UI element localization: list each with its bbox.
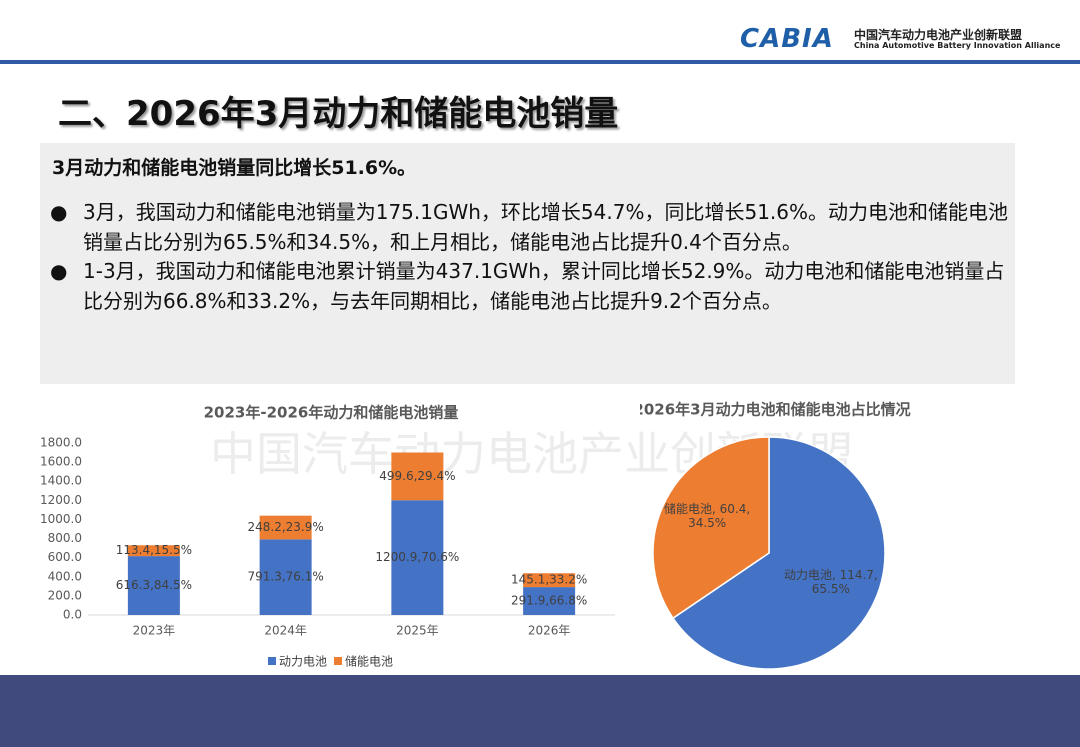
slide-title: 二、2026年3月动力和储能电池销量 bbox=[58, 94, 619, 134]
value-label: 145.1,33.2% bbox=[511, 573, 587, 587]
bar-segment bbox=[127, 556, 180, 615]
bullet-text: 1-3月，我国动力和储能电池累计销量为437.1GWh，累计同比增长52.9%。… bbox=[83, 259, 1005, 313]
chart-title: 2026年3月动力电池和储能电池占比情况 bbox=[640, 401, 911, 419]
value-label: 499.6,29.4% bbox=[379, 469, 455, 483]
bar-segment bbox=[523, 573, 576, 588]
y-tick-label: 200.0 bbox=[48, 588, 82, 602]
bar-segment bbox=[391, 500, 444, 615]
bar-segment bbox=[259, 539, 312, 615]
y-tick-label: 1400.0 bbox=[40, 474, 82, 488]
value-label: 248.2,23.9% bbox=[247, 520, 323, 534]
bullet-list: ● 3月，我国动力和储能电池销量为175.1GWh，环比增长54.7%，同比增长5… bbox=[50, 198, 1010, 316]
value-label: 616.3,84.5% bbox=[116, 578, 192, 592]
bar-segment bbox=[391, 452, 444, 501]
bullet: ● 3月，我国动力和储能电池销量为175.1GWh，环比增长54.7%，同比增长5… bbox=[50, 198, 1010, 257]
value-label: 动力电池, 114.7, 65.5% bbox=[783, 567, 878, 596]
y-tick-label: 1200.0 bbox=[40, 493, 82, 507]
x-tick-label: 2023年 bbox=[133, 624, 176, 638]
bullet-text: 3月，我国动力和储能电池销量为175.1GWh，环比增长54.7%，同比增长51… bbox=[83, 200, 1008, 254]
value-label: 791.3,76.1% bbox=[247, 570, 323, 584]
y-tick-label: 400.0 bbox=[48, 569, 82, 583]
bar-segment bbox=[523, 587, 576, 615]
legend-swatch bbox=[334, 657, 343, 665]
y-tick-label: 1000.0 bbox=[40, 512, 82, 526]
y-tick-label: 800.0 bbox=[48, 531, 82, 545]
footer-band bbox=[0, 675, 1080, 747]
chart-title: 2023年-2026年动力和储能电池销量 bbox=[204, 404, 459, 422]
legend-label: 动力电池 bbox=[279, 655, 327, 669]
y-tick-label: 600.0 bbox=[48, 550, 82, 564]
org-en: China Automotive Battery Innovation Alli… bbox=[854, 41, 1061, 50]
summary-box: 3月动力和储能电池销量同比增长51.6%。 ● 3月，我国动力和储能电池销量为17… bbox=[40, 143, 1015, 384]
y-tick-label: 1600.0 bbox=[40, 455, 82, 469]
logo: CABIA bbox=[740, 24, 834, 54]
y-tick-label: 1800.0 bbox=[40, 436, 82, 450]
value-label-box: 储能电池, 60.4, 34.5% bbox=[664, 502, 751, 531]
y-tick-label: 0.0 bbox=[63, 608, 82, 622]
x-tick-label: 2025年 bbox=[396, 624, 439, 638]
value-label: 储能电池, 60.4, 34.5% bbox=[664, 502, 751, 531]
x-tick-label: 2024年 bbox=[264, 624, 307, 638]
legend-swatch bbox=[268, 657, 276, 665]
bar-segment bbox=[259, 515, 312, 540]
value-label: 291.9,66.8% bbox=[511, 594, 587, 608]
bar-segment bbox=[127, 545, 180, 557]
header-rule bbox=[0, 60, 1080, 64]
x-tick-label: 2026年 bbox=[528, 624, 571, 638]
value-label-box: 动力电池, 114.7, 65.5% bbox=[783, 567, 878, 596]
org-cn: 中国汽车动力电池产业创新联盟 bbox=[854, 28, 1023, 42]
pie-slice bbox=[671, 436, 886, 670]
legend-label: 储能电池 bbox=[345, 654, 393, 669]
value-label: 113.4,15.5% bbox=[116, 543, 192, 557]
bullet: ● 1-3月，我国动力和储能电池累计销量为437.1GWh，累计同比增长52.9%… bbox=[50, 257, 1010, 316]
summary-heading: 3月动力和储能电池销量同比增长51.6%。 bbox=[52, 157, 417, 179]
bar-chart: 2023年-2026年动力和储能电池销量 0.0 200.0 400.0 600.0 80… bbox=[40, 404, 615, 669]
pie-slice bbox=[652, 436, 770, 620]
value-label: 1200.9,70.6% bbox=[375, 550, 459, 564]
